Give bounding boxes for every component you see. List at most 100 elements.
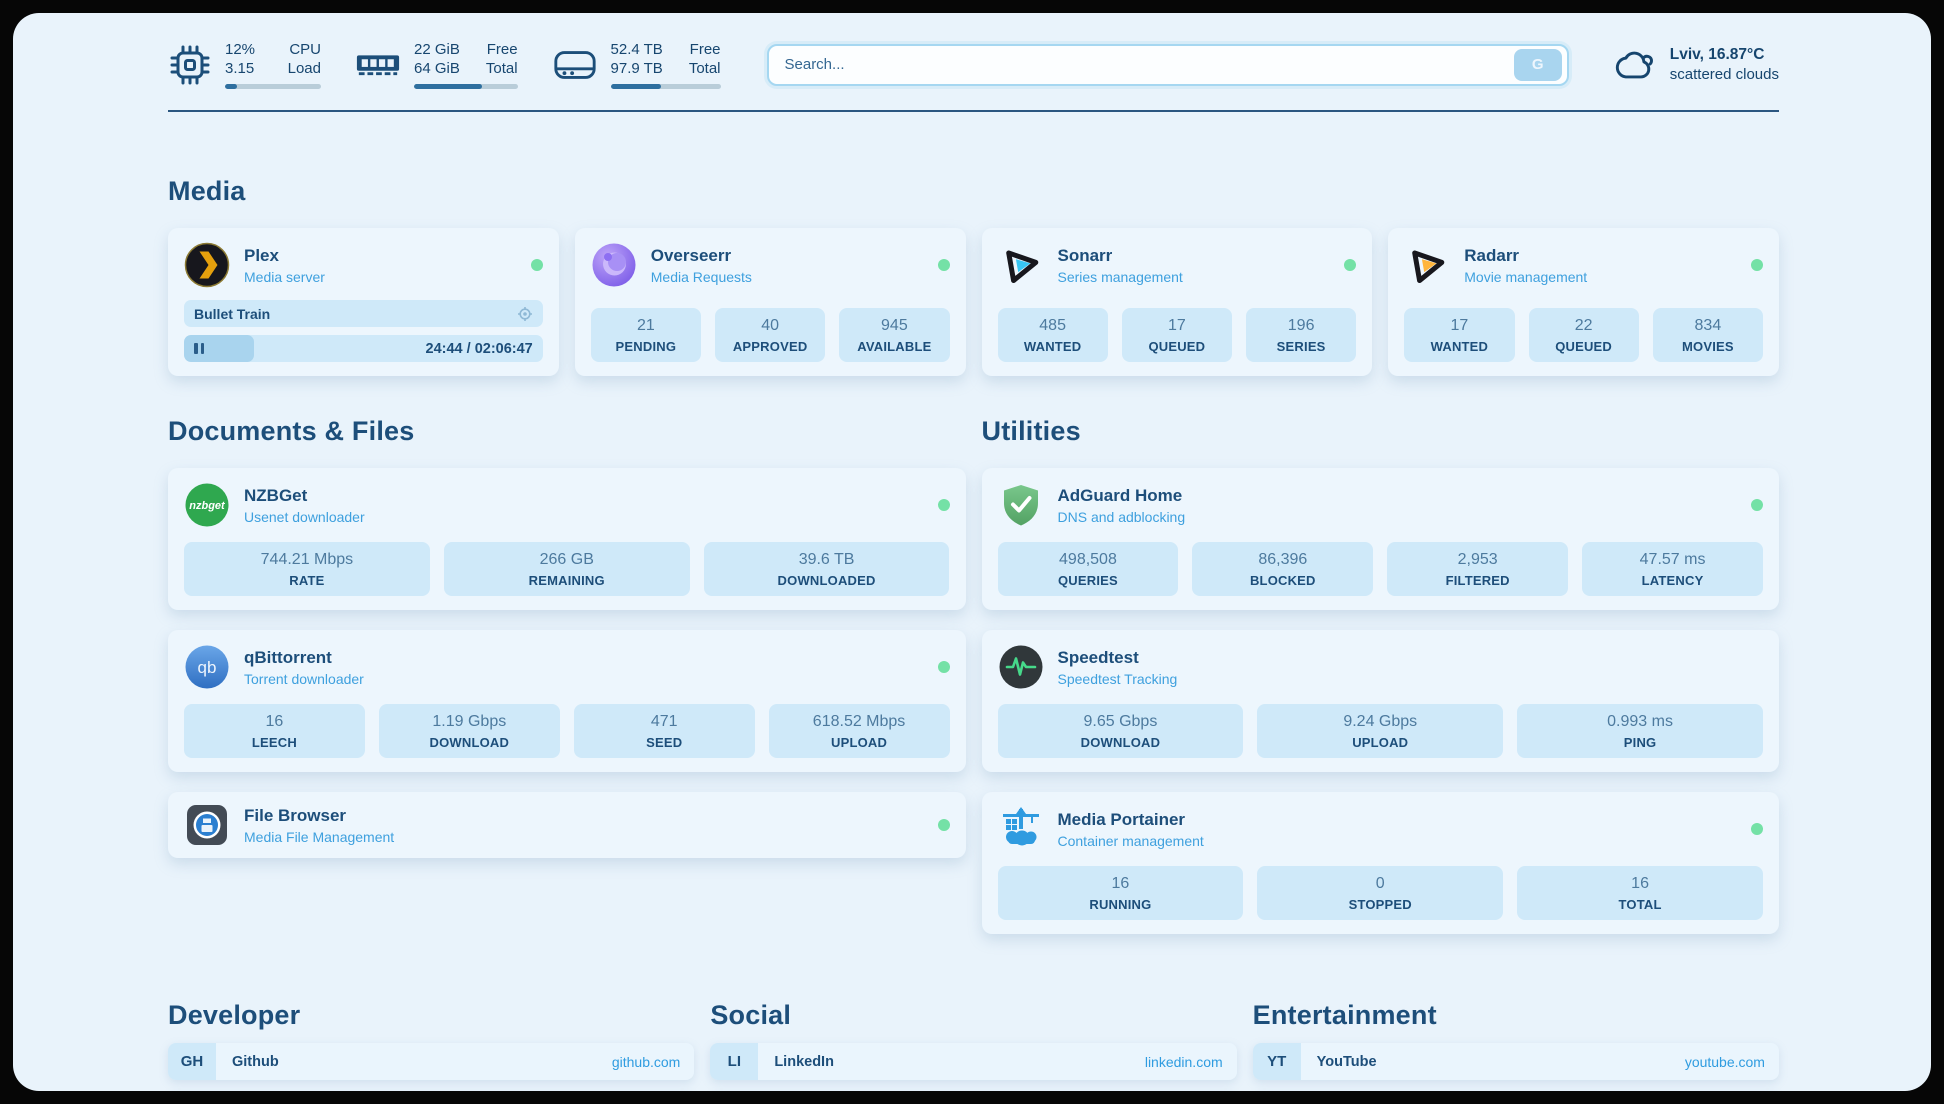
- app-subtitle: Media server: [244, 268, 325, 285]
- status-dot-online: [1751, 259, 1763, 271]
- playback-progress-bar[interactable]: 24:44 / 02:06:47: [184, 335, 543, 362]
- cpu-chip-icon: [170, 45, 210, 84]
- stat-pill: 0.993 ms PING: [1517, 704, 1763, 758]
- section-title-utilities: Utilities: [981, 416, 1081, 446]
- stat-pill: 266 GB REMAINING: [443, 542, 690, 596]
- filebrowser-icon: [187, 805, 227, 845]
- media-card-grid: Plex Media server Bullet Train: [168, 228, 1779, 376]
- app-name: File Browser: [244, 805, 347, 825]
- status-dot-online: [937, 661, 950, 673]
- link-initials: LI: [710, 1043, 759, 1080]
- now-playing-title: Bullet Train: [194, 305, 271, 322]
- app-name: NZBGet: [244, 485, 308, 505]
- app-name: qBittorrent: [244, 647, 332, 667]
- section-title-media: Media: [168, 176, 246, 206]
- app-card-qbittorrent[interactable]: qb qBittorrent Torrent downloader 16 LEEC…: [168, 630, 966, 772]
- disk-progress-track: [610, 84, 721, 89]
- link-name: Github: [232, 1053, 279, 1070]
- link-row-github[interactable]: GH Github github.com: [168, 1043, 695, 1080]
- weather-widget: Lviv, 16.87°C scattered clouds: [1613, 45, 1779, 85]
- stat-pill: 16 RUNNING: [997, 866, 1244, 920]
- app-card-adguard[interactable]: AdGuard Home DNS and adblocking 498,508 Q…: [981, 468, 1779, 610]
- app-name: AdGuard Home: [1057, 485, 1183, 505]
- app-name: Sonarr: [1057, 245, 1113, 265]
- weather-location-temp: Lviv, 16.87°C: [1669, 46, 1765, 63]
- app-card-sonarr[interactable]: Sonarr Series management 485 WANTED 17 QUE…: [981, 228, 1373, 376]
- app-card-speedtest[interactable]: Speedtest Speedtest Tracking 9.65 Gbps DO…: [981, 630, 1779, 772]
- developer-column: Developer GH Github github.com SO StackO…: [168, 1000, 695, 1091]
- link-initials: YT: [1252, 1043, 1301, 1080]
- stat-pill: 9.65 Gbps DOWNLOAD: [997, 704, 1244, 758]
- disk-values: 52.4 TB 97.9 TB: [610, 41, 663, 77]
- link-url: linkedin.com: [1144, 1053, 1223, 1070]
- svg-text:qb: qb: [198, 658, 217, 677]
- portainer-icon: [1002, 807, 1039, 846]
- stat-pill: 471 SEED: [573, 704, 755, 758]
- entertainment-column: Entertainment YT YouTube youtube.com NF …: [1252, 1000, 1779, 1091]
- app-subtitle: Usenet downloader: [244, 508, 365, 525]
- stat-pill: 2,953 FILTERED: [1387, 542, 1569, 596]
- app-card-filebrowser[interactable]: File Browser Media File Management: [168, 792, 966, 858]
- app-subtitle: Torrent downloader: [244, 670, 364, 687]
- status-dot-online: [937, 819, 950, 831]
- stat-pill: 16 LEECH: [184, 704, 365, 758]
- app-name: Media Portainer: [1057, 809, 1186, 829]
- status-dot-online: [937, 259, 950, 271]
- cpu-progress-track: [225, 84, 321, 89]
- stat-pill: 17 WANTED: [1404, 308, 1515, 362]
- top-bar: 12% 3.15 CPU Load 22 GiB 64 GiB Free Total: [168, 40, 1779, 89]
- overseerr-icon: [592, 243, 636, 287]
- link-row-youtube[interactable]: YT YouTube youtube.com: [1252, 1043, 1779, 1080]
- pause-icon[interactable]: [194, 343, 204, 354]
- cpu-values: 12% 3.15: [225, 41, 256, 77]
- disk-labels: Free Total: [688, 41, 721, 77]
- stat-pill: 744.21 Mbps RATE: [184, 542, 430, 596]
- status-dot-online: [937, 499, 950, 511]
- app-name: Plex: [244, 245, 279, 265]
- app-card-radarr[interactable]: Radarr Movie management 17 WANTED 22 QUEUE…: [1388, 228, 1779, 376]
- search-bar[interactable]: G: [766, 43, 1569, 86]
- app-card-portainer[interactable]: Media Portainer Container management 16 R…: [981, 792, 1779, 934]
- hard-drive-icon: [553, 50, 596, 79]
- search-provider-button[interactable]: G: [1513, 48, 1562, 81]
- link-row-linkedin[interactable]: LI LinkedIn linkedin.com: [710, 1043, 1237, 1080]
- stat-pill: 1.19 Gbps DOWNLOAD: [378, 704, 560, 758]
- nzbget-icon: nzbget: [185, 483, 229, 527]
- app-card-plex[interactable]: Plex Media server Bullet Train: [168, 228, 559, 376]
- stat-pill: 0 STOPPED: [1257, 866, 1504, 920]
- search-input[interactable]: [784, 56, 1514, 73]
- cpu-widget: 12% 3.15 CPU Load: [168, 40, 321, 89]
- link-url: github.com: [611, 1053, 681, 1070]
- app-card-nzbget[interactable]: nzbget NZBGet Usenet downloader 744.21 M…: [168, 468, 966, 610]
- gear-icon[interactable]: [517, 306, 533, 322]
- svg-text:nzbget: nzbget: [189, 500, 226, 512]
- cpu-labels: CPU Load: [287, 41, 321, 77]
- stat-pill: 945 AVAILABLE: [839, 308, 950, 362]
- app-subtitle: Speedtest Tracking: [1057, 670, 1178, 687]
- disk-progress-fill: [610, 84, 662, 89]
- app-subtitle: Container management: [1057, 832, 1204, 849]
- now-playing-row[interactable]: Bullet Train: [184, 300, 543, 327]
- stat-pill: 39.6 TB DOWNLOADED: [703, 542, 950, 596]
- link-name: LinkedIn: [774, 1053, 834, 1070]
- stat-pill: 196 SERIES: [1246, 308, 1357, 362]
- stat-pill: 485 WANTED: [997, 308, 1108, 362]
- section-title-entertainment: Entertainment: [1252, 1000, 1437, 1030]
- cpu-progress-fill: [225, 84, 238, 89]
- app-card-overseerr[interactable]: Overseerr Media Requests 21 PENDING 40 APP…: [574, 228, 966, 376]
- stat-pill: 86,396 BLOCKED: [1192, 542, 1374, 596]
- app-subtitle: Series management: [1057, 268, 1183, 285]
- memory-progress-track: [414, 84, 518, 89]
- memory-progress-fill: [414, 84, 483, 89]
- section-title-developer: Developer: [168, 1000, 301, 1030]
- stat-pill: 22 QUEUED: [1528, 308, 1639, 362]
- stat-pill: 834 MOVIES: [1652, 308, 1763, 362]
- status-dot-online: [530, 259, 543, 271]
- memory-labels: Free Total: [485, 41, 518, 77]
- qbittorrent-icon: qb: [185, 645, 229, 689]
- stat-pill: 17 QUEUED: [1121, 308, 1232, 362]
- status-dot-online: [1751, 499, 1763, 511]
- utilities-column: Utilities AdGuard Home DNS and adblockin…: [981, 416, 1779, 954]
- stat-pill: 9.24 Gbps UPLOAD: [1257, 704, 1504, 758]
